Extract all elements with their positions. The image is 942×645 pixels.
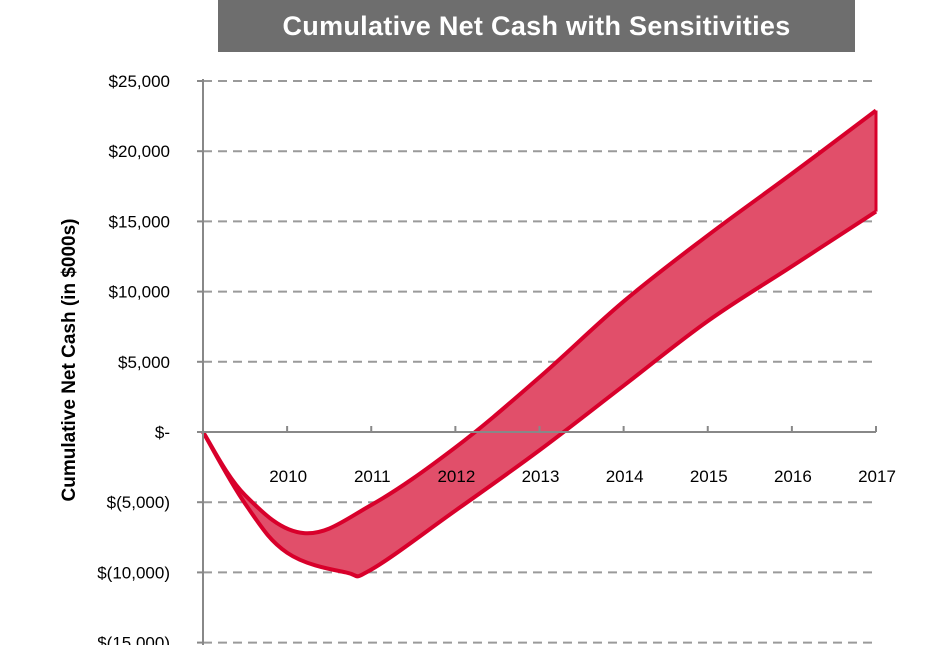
upper-series-line <box>201 108 878 536</box>
y-tick-label: $(5,000) <box>107 493 170 512</box>
x-tick-label: 2014 <box>606 467 644 486</box>
y-tick-label: $10,000 <box>109 283 170 302</box>
chart-title: Cumulative Net Cash with Sensitivities <box>218 0 855 52</box>
y-tick-label: $15,000 <box>109 212 170 231</box>
sensitivity-band <box>203 110 876 577</box>
y-tick-label: $(10,000) <box>97 563 170 582</box>
x-tick-label: 2015 <box>690 467 728 486</box>
x-tick-label: 2010 <box>269 467 307 486</box>
x-tick-label: 2012 <box>437 467 475 486</box>
y-tick-label: $20,000 <box>109 142 170 161</box>
y-axis-label: Cumulative Net Cash (in $000s) <box>59 219 80 502</box>
y-tick-label: $- <box>155 423 170 442</box>
x-tick-label: 2011 <box>354 467 391 486</box>
lower-series-line <box>201 209 878 579</box>
x-tick-label: 2013 <box>522 467 560 486</box>
y-tick-label: $5,000 <box>118 353 170 372</box>
y-tick-label: $(15,000) <box>97 634 170 645</box>
x-tick-label: 2017 <box>858 467 896 486</box>
x-tick-label: 2016 <box>774 467 812 486</box>
y-tick-label: $25,000 <box>109 72 170 91</box>
